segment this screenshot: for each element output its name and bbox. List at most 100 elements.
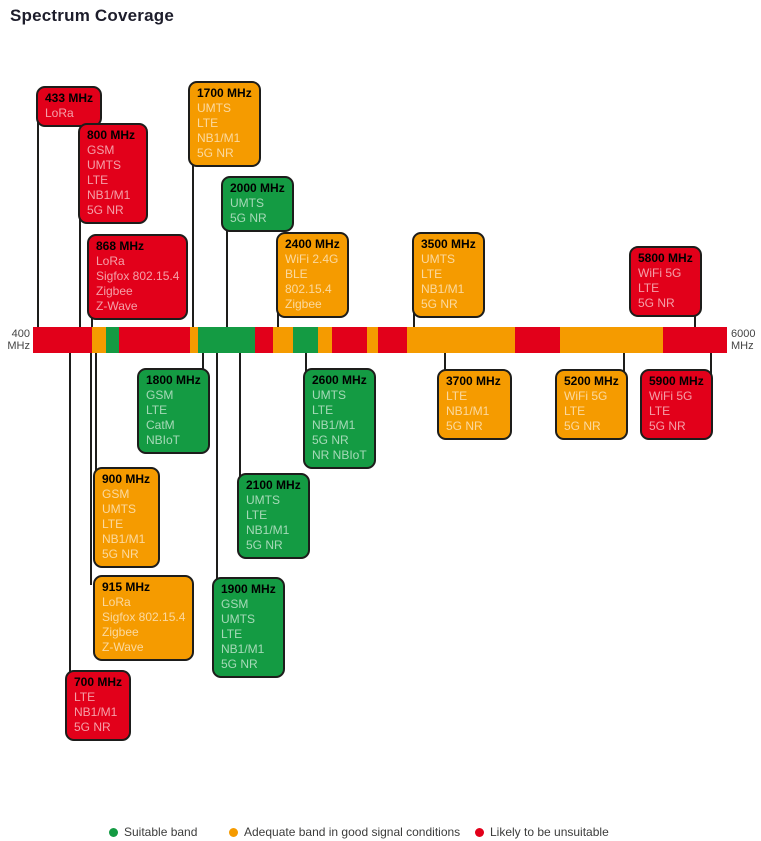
band-tech-800mhz-4: 5G NR xyxy=(87,203,124,217)
band-tech-3500mhz-2: NB1/M1 xyxy=(421,282,465,296)
band-tech-3700mhz-2: 5G NR xyxy=(446,419,483,433)
legend-item-adequate: Adequate band in good signal conditions xyxy=(229,823,460,841)
band-tech-900mhz-3: NB1/M1 xyxy=(102,532,146,546)
band-tech-2100mhz-2: NB1/M1 xyxy=(246,523,290,537)
band-tech-5900mhz-0: WiFi 5G xyxy=(649,389,693,403)
band-freq-800mhz: 800 MHz xyxy=(87,128,136,142)
bar-segment-adequate-7 xyxy=(273,327,293,353)
band-box-700mhz: 700 MHz LTE NB1/M1 5G NR xyxy=(65,670,132,741)
band-tech-700mhz-2: 5G NR xyxy=(74,720,111,734)
band-box-2400mhz: 2400 MHz WiFi 2.4G BLE 802.15.4 Zigbee xyxy=(276,232,349,318)
band-tech-5900mhz-2: 5G NR xyxy=(649,419,686,433)
bar-segment-unsuitable-10 xyxy=(332,327,367,353)
band-freq-868mhz: 868 MHz xyxy=(96,239,145,253)
bar-segment-unsuitable-3 xyxy=(119,327,190,353)
band-box-5800mhz: 5800 MHz WiFi 5G LTE 5G NR xyxy=(629,246,702,317)
axis-end-value: 6000 xyxy=(731,328,756,340)
legend-label-adequate: Adequate band in good signal conditions xyxy=(244,825,461,839)
band-tech-5200mhz-1: LTE xyxy=(564,404,586,418)
bar-segment-suitable-2 xyxy=(106,327,119,353)
band-freq-915mhz: 915 MHz xyxy=(102,580,151,594)
bar-segment-adequate-13 xyxy=(407,327,515,353)
band-tech-915mhz-3: Z-Wave xyxy=(102,640,144,654)
band-tech-2000mhz-0: UMTS xyxy=(230,196,264,210)
band-tech-1700mhz-2: NB1/M1 xyxy=(197,131,241,145)
band-tech-915mhz-2: Zigbee xyxy=(102,625,139,639)
legend-dot-adequate-icon xyxy=(229,827,238,837)
bar-segment-unsuitable-14 xyxy=(515,327,560,353)
band-freq-1800mhz: 1800 MHz xyxy=(146,373,201,387)
band-freq-3700mhz: 3700 MHz xyxy=(446,374,501,388)
band-tech-868mhz-3: Z-Wave xyxy=(96,299,138,313)
band-tech-800mhz-2: LTE xyxy=(87,173,109,187)
band-tech-5900mhz-1: LTE xyxy=(649,404,671,418)
band-tech-2400mhz-1: BLE xyxy=(285,267,308,281)
band-tech-700mhz-0: LTE xyxy=(74,690,96,704)
band-tech-1900mhz-0: GSM xyxy=(221,597,249,611)
axis-start-unit: MHz xyxy=(7,340,30,352)
band-tech-900mhz-0: GSM xyxy=(102,487,130,501)
legend-label-suitable: Suitable band xyxy=(124,825,198,839)
band-tech-2100mhz-3: 5G NR xyxy=(246,538,283,552)
band-tech-3500mhz-3: 5G NR xyxy=(421,297,458,311)
connector-5900mhz xyxy=(710,353,712,379)
band-tech-5200mhz-0: WiFi 5G xyxy=(564,389,608,403)
band-tech-1900mhz-3: NB1/M1 xyxy=(221,642,265,656)
band-tech-2600mhz-1: LTE xyxy=(312,403,334,417)
bar-segment-adequate-11 xyxy=(367,327,378,353)
bar-segment-suitable-5 xyxy=(198,327,255,353)
axis-start-value: 400 xyxy=(11,328,30,340)
band-freq-700mhz: 700 MHz xyxy=(74,675,123,689)
band-tech-2600mhz-4: NR NBIoT xyxy=(312,448,367,462)
band-tech-900mhz-4: 5G NR xyxy=(102,547,139,561)
band-tech-800mhz-0: GSM xyxy=(87,143,115,157)
band-freq-2100mhz: 2100 MHz xyxy=(246,478,301,492)
band-tech-3500mhz-1: LTE xyxy=(421,267,443,281)
band-tech-1700mhz-3: 5G NR xyxy=(197,146,234,160)
connector-700mhz xyxy=(69,353,71,680)
band-freq-1700mhz: 1700 MHz xyxy=(197,86,252,100)
band-tech-3700mhz-0: LTE xyxy=(446,389,468,403)
band-tech-5800mhz-1: LTE xyxy=(638,281,660,295)
band-freq-900mhz: 900 MHz xyxy=(102,472,151,486)
bar-segment-unsuitable-16 xyxy=(663,327,727,353)
band-tech-1800mhz-2: CatM xyxy=(146,418,175,432)
band-tech-3500mhz-0: UMTS xyxy=(421,252,455,266)
band-tech-2100mhz-0: UMTS xyxy=(246,493,280,507)
band-freq-3500mhz: 3500 MHz xyxy=(421,237,476,251)
legend-item-unsuitable: Likely to be unsuitable xyxy=(475,823,609,841)
connector-2100mhz xyxy=(239,353,241,483)
legend: Suitable band Adequate band in good signa… xyxy=(0,823,761,841)
band-tech-3700mhz-1: NB1/M1 xyxy=(446,404,490,418)
band-box-868mhz: 868 MHz LoRa Sigfox 802.15.4 Zigbee Z-Wave xyxy=(87,234,189,320)
band-box-5200mhz: 5200 MHz WiFi 5G LTE 5G NR xyxy=(555,369,628,440)
band-freq-2400mhz: 2400 MHz xyxy=(285,237,340,251)
band-box-1900mhz: 1900 MHz GSM UMTS LTE NB1/M1 5G NR xyxy=(212,577,285,678)
band-tech-2000mhz-1: 5G NR xyxy=(230,211,267,225)
page-title: Spectrum Coverage xyxy=(10,6,175,25)
band-freq-5200mhz: 5200 MHz xyxy=(564,374,619,388)
band-tech-700mhz-1: NB1/M1 xyxy=(74,705,118,719)
band-tech-1900mhz-2: LTE xyxy=(221,627,243,641)
band-freq-433mhz: 433 MHz xyxy=(45,91,94,105)
band-box-1800mhz: 1800 MHz GSM LTE CatM NBIoT xyxy=(137,368,210,454)
band-tech-2600mhz-0: UMTS xyxy=(312,388,346,402)
bar-segment-adequate-9 xyxy=(318,327,332,353)
band-box-915mhz: 915 MHz LoRa Sigfox 802.15.4 Zigbee Z-Wave xyxy=(93,575,195,661)
band-tech-1700mhz-0: UMTS xyxy=(197,101,231,115)
band-tech-5200mhz-2: 5G NR xyxy=(564,419,601,433)
band-box-2000mhz: 2000 MHz UMTS 5G NR xyxy=(221,176,294,232)
bar-segment-unsuitable-0 xyxy=(33,327,92,353)
band-freq-5800mhz: 5800 MHz xyxy=(638,251,693,265)
band-tech-868mhz-2: Zigbee xyxy=(96,284,133,298)
band-tech-1800mhz-3: NBIoT xyxy=(146,433,181,447)
band-box-800mhz: 800 MHz GSM UMTS LTE NB1/M1 5G NR xyxy=(78,123,148,224)
connector-900mhz xyxy=(95,353,97,477)
bar-segment-unsuitable-12 xyxy=(378,327,407,353)
connector-1800mhz xyxy=(202,353,204,378)
band-tech-2400mhz-2: 802.15.4 xyxy=(285,282,332,296)
band-box-2100mhz: 2100 MHz UMTS LTE NB1/M1 5G NR xyxy=(237,473,310,559)
band-tech-2600mhz-2: NB1/M1 xyxy=(312,418,356,432)
band-tech-2400mhz-3: Zigbee xyxy=(285,297,322,311)
